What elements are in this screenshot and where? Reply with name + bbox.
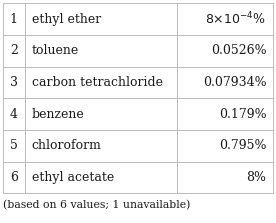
Text: 1: 1	[10, 13, 18, 26]
Text: (based on 6 values; 1 unavailable): (based on 6 values; 1 unavailable)	[3, 200, 190, 210]
Text: toluene: toluene	[32, 44, 79, 57]
Text: 5: 5	[10, 139, 18, 152]
Text: 3: 3	[10, 76, 18, 89]
Text: ethyl acetate: ethyl acetate	[32, 171, 114, 184]
Text: 6: 6	[10, 171, 18, 184]
Text: 8%: 8%	[246, 171, 266, 184]
Text: chloroform: chloroform	[32, 139, 102, 152]
Text: 0.0526%: 0.0526%	[211, 44, 266, 57]
Text: ethyl ether: ethyl ether	[32, 13, 101, 26]
Text: 4: 4	[10, 108, 18, 121]
Text: $8{\times}10^{-4}$%: $8{\times}10^{-4}$%	[205, 11, 266, 27]
Text: 0.07934%: 0.07934%	[203, 76, 266, 89]
Text: 2: 2	[10, 44, 18, 57]
Text: carbon tetrachloride: carbon tetrachloride	[32, 76, 163, 89]
Text: 0.179%: 0.179%	[219, 108, 266, 121]
Text: benzene: benzene	[32, 108, 84, 121]
Text: 0.795%: 0.795%	[219, 139, 266, 152]
